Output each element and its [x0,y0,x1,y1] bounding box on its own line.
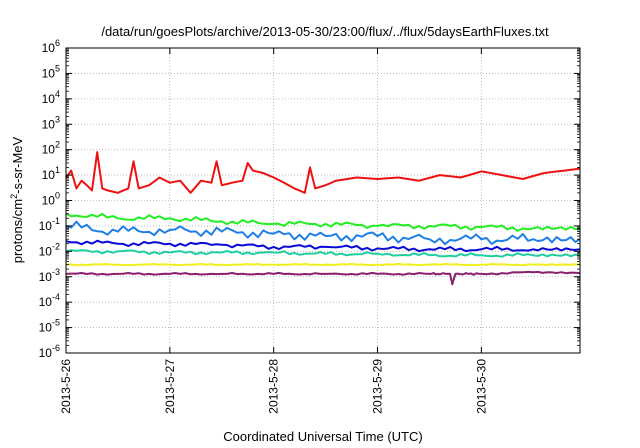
x-axis: 2013-5-26 2013-5-27 2013-5-28 2013-5-29 2013… [59,48,488,414]
y-tick-label: 101 [42,165,60,182]
y-tick-label: 105 [42,63,60,80]
x-tick-label: 2013-5-29 [371,359,385,414]
y-tick-label: 10-4 [39,292,60,309]
x-tick-label: 2013-5-27 [163,359,177,414]
x-tick-label: 2013-5-30 [474,359,488,414]
y-tick-label: 10-1 [39,216,60,233]
y-tick-label: 10-2 [39,241,60,258]
y-axis-title: protons/cm2-s-sr-MeV [9,136,25,263]
series-line-5 [65,262,581,267]
y-tick-label: 100 [42,191,60,208]
y-axis-title-post: -s-sr-MeV [10,136,25,193]
series-line-1 [65,212,581,232]
plot-frame [65,47,581,354]
x-tick-label: 2013-5-26 [59,359,73,414]
y-tick-label: 103 [42,114,60,131]
y-tick-label: 10-6 [39,343,60,360]
y-axis-title-pre: protons/cm [10,199,25,263]
x-axis-title: Coordinated Universal Time (UTC) [223,429,422,444]
y-tick-label: 10-5 [39,318,60,335]
series-line-6 [65,270,581,286]
y-tick-label: 106 [42,38,60,55]
y-axis-title-sup: 2 [9,194,19,199]
y-tick-label: 102 [42,140,60,157]
series-line-0 [65,151,581,194]
series-line-3 [65,239,581,253]
y-axis: 10-6 10-5 10-4 10-3 10-2 10-1 100 101 102 103 104 1… [39,38,580,360]
y-tick-label: 104 [42,89,60,106]
series-line-4 [65,249,581,258]
x-tick-label: 2013-5-28 [267,359,281,414]
series-line-2 [65,220,581,246]
series-group [65,151,581,286]
y-tick-label: 10-3 [39,267,60,284]
grid [66,48,580,353]
chart-title: /data/run/goesPlots/archive/2013-05-30/2… [101,24,549,39]
